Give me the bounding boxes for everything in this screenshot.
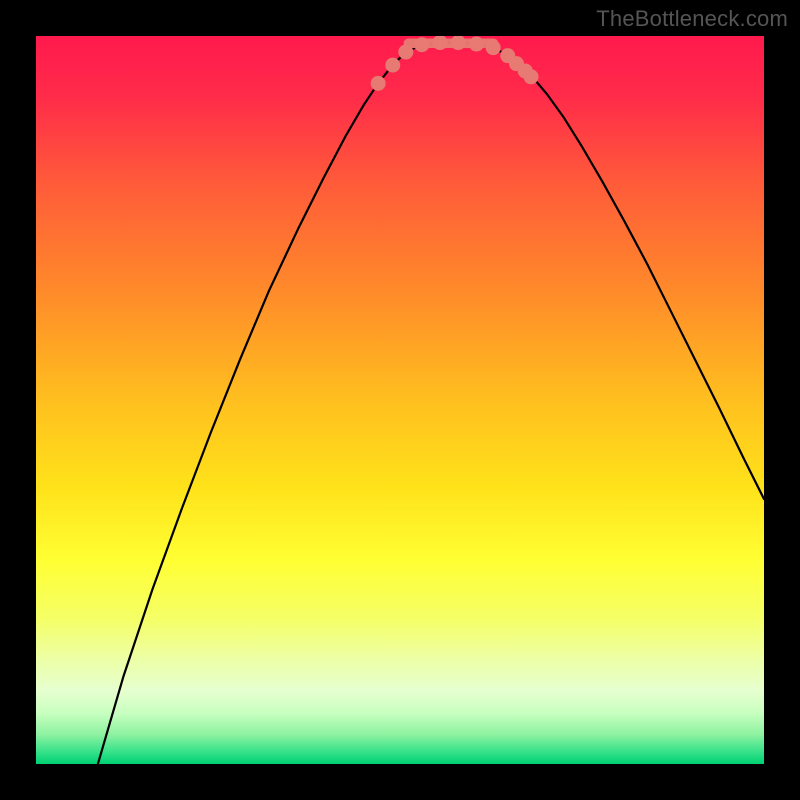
curve-marker <box>386 58 400 72</box>
curve-marker <box>415 38 429 52</box>
bottleneck-curve <box>98 43 764 764</box>
watermark-text: TheBottleneck.com <box>596 6 788 32</box>
curve-marker <box>451 36 465 50</box>
curve-marker <box>524 70 538 84</box>
plot-area <box>36 36 764 764</box>
curve-marker <box>486 41 500 55</box>
curve-layer <box>36 36 764 764</box>
curve-marker <box>469 37 483 51</box>
curve-marker <box>399 45 413 59</box>
curve-marker <box>371 76 385 90</box>
bottleneck-markers <box>371 36 538 90</box>
curve-marker <box>433 36 447 50</box>
